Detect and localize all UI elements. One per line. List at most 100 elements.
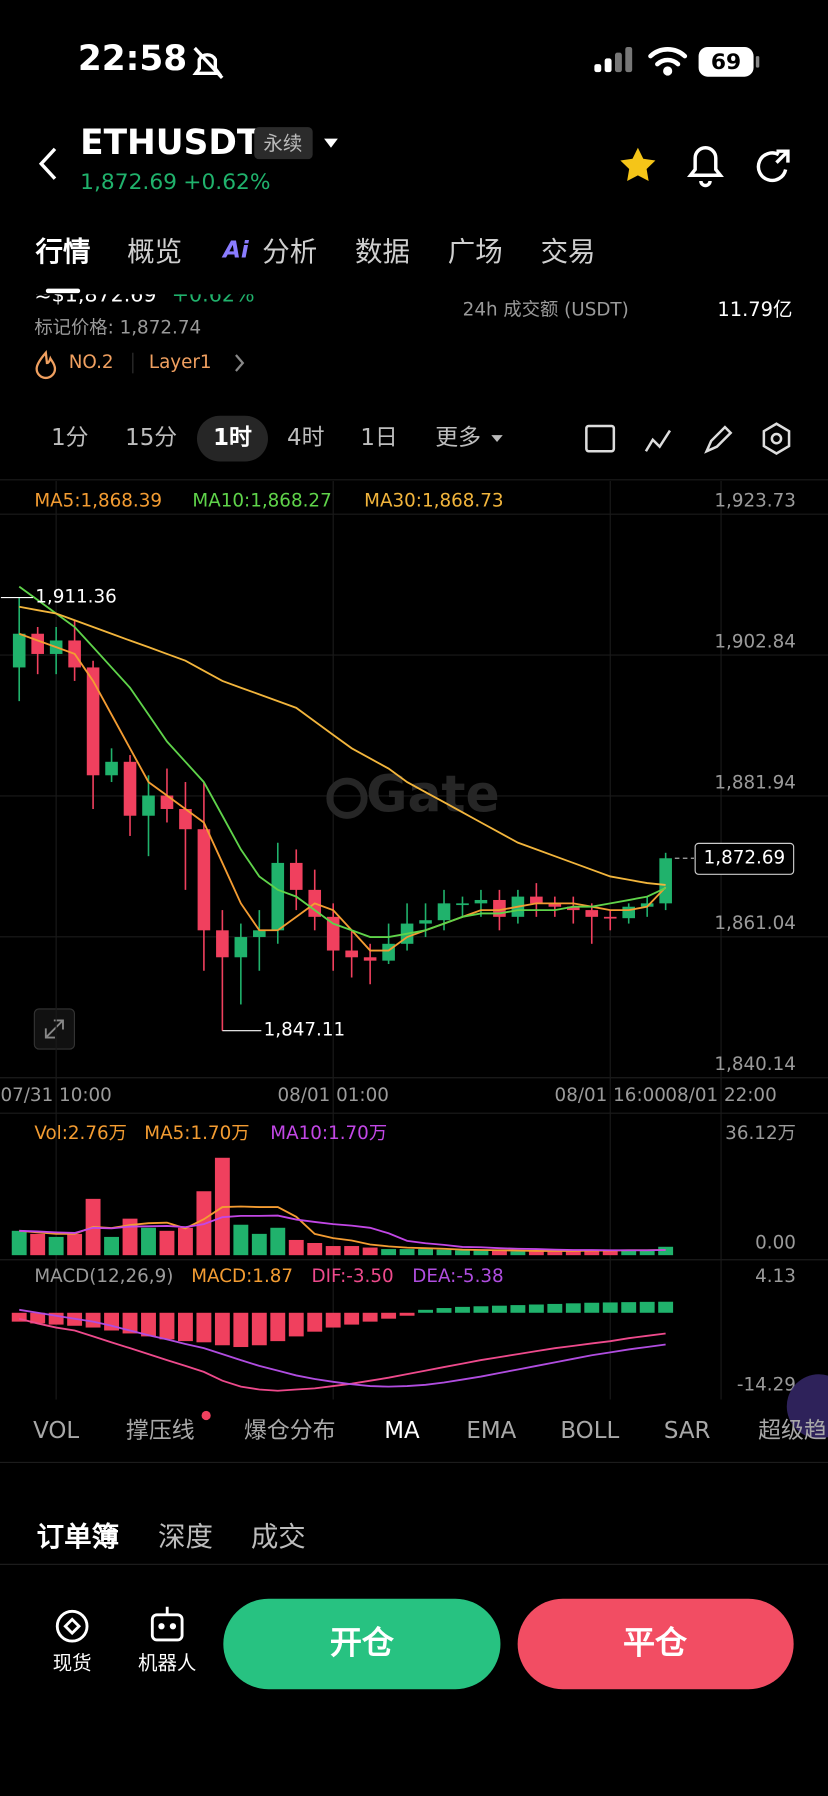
mark-price: 标记价格: 1,872.74 [34, 318, 201, 339]
settings-center [770, 432, 783, 445]
candle-body [474, 899, 488, 904]
orderbook-tab[interactable]: 成交 [251, 1521, 306, 1553]
y-tick-label: -14.29 [737, 1375, 796, 1396]
macd-bar [528, 1304, 544, 1313]
macd-bar [436, 1308, 452, 1313]
close-position-label[interactable]: 平仓 [623, 1624, 688, 1662]
volume-bar [658, 1246, 674, 1256]
indicator-line [19, 1308, 666, 1388]
indicator-tab[interactable]: EMA [466, 1418, 516, 1444]
indicator-line [18, 632, 667, 952]
candle-body [105, 761, 118, 776]
symbol-dropdown[interactable] [324, 138, 338, 148]
battery-level: 69 [711, 50, 741, 75]
timeframe[interactable]: 1分 [51, 425, 88, 451]
charts: 07/31 10:00 08/01 01:00 08/01 16:00 08/01 2… [0, 480, 828, 1400]
bot-icon[interactable] [150, 1606, 184, 1642]
indicator-tab[interactable]: BOLL [560, 1418, 619, 1444]
candle-body [419, 920, 432, 924]
tab[interactable]: 概览 [127, 236, 182, 268]
battery [698, 46, 754, 77]
candle-body [326, 916, 340, 951]
share-arrow [775, 149, 790, 164]
low-label: 1,847.11 [264, 1020, 346, 1041]
indicator-tab[interactable]: MA [384, 1418, 420, 1444]
open-position-label[interactable]: 开仓 [330, 1624, 395, 1662]
indicator-tab[interactable]: SAR [664, 1418, 711, 1444]
volume-bar [436, 1249, 452, 1256]
tab-bar-cover [0, 274, 828, 295]
timeframe[interactable]: 15分 [125, 425, 177, 451]
new-dot [201, 1410, 211, 1421]
macd-bar [547, 1303, 563, 1313]
close-position-button[interactable] [517, 1598, 794, 1690]
macd-bar [399, 1312, 415, 1316]
legend-entry: MACD:1.87 [191, 1266, 293, 1287]
header-change: +0.62% [183, 170, 270, 195]
candle-body [142, 795, 155, 816]
spot-icon[interactable] [55, 1609, 89, 1643]
volume-bar [30, 1233, 46, 1256]
last-price-box [694, 842, 795, 875]
volume-bar [344, 1246, 360, 1256]
orderbook-tab[interactable]: 深度 [158, 1521, 213, 1553]
settings-icon[interactable] [762, 422, 791, 455]
tab-underline [45, 288, 81, 294]
sector-tag[interactable]: Layer1 [149, 352, 212, 373]
legend-entry: MA10:1.70万 [270, 1123, 387, 1144]
turnover-label: 24h 成交额 (USDT) [463, 299, 629, 320]
favorite-star[interactable] [620, 147, 656, 182]
wifi-dot [663, 66, 673, 76]
volume-bar [251, 1233, 267, 1256]
x-tick-label: 08/01 01:00 [278, 1085, 389, 1106]
timeframe[interactable]: 1日 [360, 425, 397, 451]
timeframe[interactable]: 4时 [287, 425, 325, 451]
macd-bar [233, 1312, 249, 1348]
bot-eye [169, 1623, 177, 1630]
orderbook-tab[interactable]: 订单簿 [37, 1521, 119, 1553]
x-tick-label: 08/01 22:00 [665, 1085, 776, 1106]
legend-entry: MA5:1.70万 [144, 1123, 249, 1144]
open-position-button[interactable] [223, 1598, 501, 1690]
indicator-tab[interactable]: 爆仓分布 [244, 1418, 336, 1444]
candle-body [659, 858, 672, 904]
indicator-icon[interactable] [644, 429, 672, 452]
fullscreen-chart-icon[interactable] [585, 424, 616, 453]
tab[interactable]: 广场 [448, 236, 503, 268]
macd-bar [141, 1312, 156, 1337]
timeframe[interactable]: 1时 [213, 425, 252, 451]
tab[interactable]: 行情 [35, 236, 91, 268]
indicator-tab[interactable]: VOL [33, 1418, 79, 1444]
spot-label[interactable]: 现货 [53, 1652, 92, 1675]
legend-entry: Vol:2.76万 [34, 1123, 127, 1144]
tab[interactable]: 数据 [355, 236, 410, 268]
y-tick-label: 36.12万 [725, 1123, 796, 1144]
indicator-tab[interactable]: 超级趋 [758, 1418, 827, 1444]
timeframe[interactable]: 更多 [435, 425, 481, 451]
tab[interactable]: 交易 [541, 236, 596, 268]
indicator-tab[interactable]: 撑压线 [126, 1418, 195, 1444]
candle-body [530, 896, 543, 904]
candle-body [234, 937, 248, 958]
candle-body [603, 916, 617, 919]
volume-bar [270, 1227, 286, 1256]
volume-bar [11, 1230, 27, 1256]
share-button[interactable] [756, 149, 790, 183]
alert-bell[interactable] [686, 146, 724, 188]
candle-body [640, 903, 654, 907]
bot-label[interactable]: 机器人 [138, 1652, 196, 1675]
mute-icon [192, 46, 224, 80]
bot-eye [158, 1623, 165, 1630]
indicator-line [19, 1205, 666, 1252]
back-button[interactable] [38, 147, 57, 180]
signal-icon [594, 46, 633, 73]
tab[interactable]: 分析 [262, 236, 317, 268]
wifi-arc [648, 47, 688, 59]
draw-icon[interactable] [704, 425, 733, 454]
floating-assistant[interactable] [786, 1374, 828, 1439]
y-tick-label: 1,881.94 [714, 772, 796, 793]
macd-bar [602, 1302, 618, 1313]
volume-bar [307, 1242, 323, 1256]
